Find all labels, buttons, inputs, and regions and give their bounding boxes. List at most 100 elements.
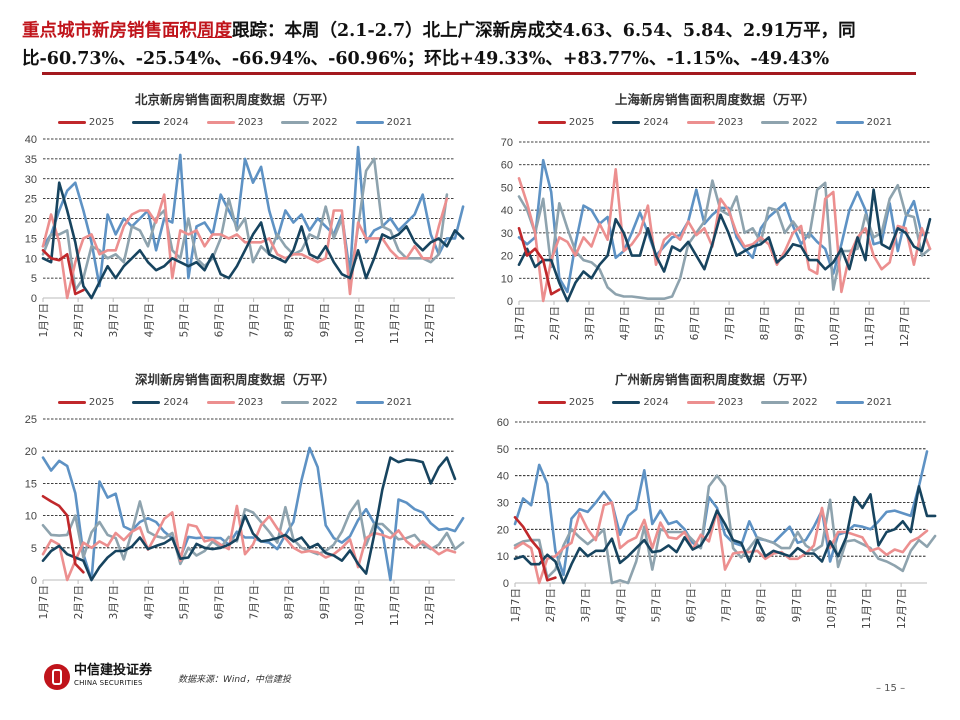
x-tick-label: 11月7日 xyxy=(389,303,401,344)
legend-label: 2025 xyxy=(568,117,595,128)
legend-item: 2021 xyxy=(835,397,893,408)
x-tick-label: 9月7日 xyxy=(791,588,803,622)
x-tick-label: 9月7日 xyxy=(319,303,331,337)
legend-label: 2024 xyxy=(163,117,189,128)
legend-item: 2024 xyxy=(132,117,189,128)
legend-item: 2024 xyxy=(612,117,669,128)
chart-legend: 2025 2024 2023 2022 2021 xyxy=(480,117,950,128)
y-tick-label: 70 xyxy=(501,137,513,149)
series-line-2021 xyxy=(41,446,465,582)
chart-plot: 0 10 20 30 40 50 60 1月7日 2月7日 3月7日 4月7日 5月7日 6月7日 7月7… xyxy=(497,417,937,629)
x-tick-label: 1月7日 xyxy=(514,306,526,340)
y-tick-label: 20 xyxy=(497,524,509,536)
legend-swatch xyxy=(835,400,864,405)
legend-swatch xyxy=(57,400,86,405)
x-tick-label: 8月7日 xyxy=(284,303,296,337)
x-tick-label: 11月7日 xyxy=(389,585,401,626)
y-tick-label: 60 xyxy=(497,417,509,429)
x-tick-label: 10月7日 xyxy=(354,585,366,626)
legend-item: 2025 xyxy=(537,397,594,408)
y-tick-label: 25 xyxy=(25,414,37,426)
legend-item: 2024 xyxy=(132,397,189,408)
x-tick-label: 8月7日 xyxy=(756,588,768,622)
legend-item: 2025 xyxy=(537,117,595,128)
legend-item: 2022 xyxy=(281,397,338,408)
y-tick-label: 30 xyxy=(501,228,513,240)
legend-label: 2022 xyxy=(312,397,338,408)
legend-label: 2021 xyxy=(866,397,893,408)
legend-label: 2021 xyxy=(386,117,413,128)
series-line-2021 xyxy=(513,450,929,577)
x-tick-label: 10月7日 xyxy=(826,588,838,629)
series-line-2024 xyxy=(41,456,457,582)
legend-item: 2025 xyxy=(57,397,115,408)
legend-swatch xyxy=(686,400,715,405)
y-tick-label: 50 xyxy=(497,444,509,456)
series-line-2025 xyxy=(41,495,85,574)
legend-swatch xyxy=(537,400,566,405)
legend-swatch xyxy=(132,400,161,405)
legend-label: 2025 xyxy=(88,117,115,128)
x-tick-label: 3月7日 xyxy=(584,306,596,340)
x-tick-label: 10月7日 xyxy=(354,303,366,344)
legend-item: 2021 xyxy=(835,117,892,128)
chart-plot: 0 5 10 15 20 25 1月7日 2月7日 3月7日 4月7日 5月7日 6月7日 7月7日 8月… xyxy=(25,414,465,626)
x-tick-label: 5月7日 xyxy=(650,588,662,622)
x-tick-label: 12月7日 xyxy=(899,306,911,347)
title-divider xyxy=(42,72,916,75)
headline-highlight-underlined: 周度 xyxy=(197,21,232,41)
logo-cn: 中信建投证券 xyxy=(74,663,153,678)
x-tick-label: 12月7日 xyxy=(896,588,908,629)
legend-swatch xyxy=(835,120,864,125)
x-tick-label: 8月7日 xyxy=(759,306,771,340)
y-tick-label: 0 xyxy=(507,296,513,308)
x-tick-label: 7月7日 xyxy=(249,303,261,337)
legend-label: 2024 xyxy=(163,397,189,408)
legend-label: 2025 xyxy=(88,397,115,408)
legend-item: 2025 xyxy=(57,117,115,128)
x-tick-label: 8月7日 xyxy=(284,585,296,619)
y-tick-label: 0 xyxy=(31,575,37,587)
legend-swatch xyxy=(612,120,641,125)
legend-label: 2022 xyxy=(792,397,818,408)
x-tick-label: 2月7日 xyxy=(549,306,561,340)
x-tick-label: 9月7日 xyxy=(319,585,331,619)
x-tick-label: 12月7日 xyxy=(424,585,436,626)
y-tick-label: 0 xyxy=(31,293,37,305)
legend-swatch xyxy=(281,120,310,125)
y-tick-label: 15 xyxy=(25,478,37,490)
series-line-2024 xyxy=(513,485,937,585)
legend-item: 2021 xyxy=(355,397,413,408)
company-logo: 中信建投证券 CHINA SECURITIES xyxy=(44,664,152,690)
x-tick-label: 11月7日 xyxy=(861,588,873,629)
x-tick-label: 7月7日 xyxy=(249,585,261,619)
x-tick-label: 4月7日 xyxy=(619,306,631,340)
x-tick-label: 4月7日 xyxy=(143,303,155,337)
y-tick-label: 10 xyxy=(501,273,513,285)
series-line-2022 xyxy=(41,157,449,292)
x-tick-label: 5月7日 xyxy=(178,303,190,337)
y-tick-label: 15 xyxy=(25,233,37,245)
chart-title: 深圳新房销售面积周度数据（万平） xyxy=(134,372,335,387)
legend-label: 2021 xyxy=(386,397,413,408)
y-tick-label: 5 xyxy=(31,543,37,555)
series-line-2025 xyxy=(41,249,85,296)
legend-swatch xyxy=(537,120,566,125)
series-line-2021 xyxy=(41,145,465,288)
chart-legend: 2025 2024 2023 2022 2021 xyxy=(0,397,470,408)
legend-swatch xyxy=(612,400,641,405)
legend-item: 2023 xyxy=(206,397,264,408)
x-tick-label: 6月7日 xyxy=(689,306,701,340)
y-tick-label: 20 xyxy=(25,214,37,226)
legend-swatch xyxy=(761,120,790,125)
legend-label: 2023 xyxy=(237,397,264,408)
legend-item: 2022 xyxy=(281,117,338,128)
x-tick-label: 6月7日 xyxy=(214,303,226,337)
y-tick-label: 0 xyxy=(503,578,509,590)
y-tick-label: 10 xyxy=(25,511,37,523)
series-line-2021 xyxy=(517,158,924,294)
x-tick-label: 2月7日 xyxy=(73,585,85,619)
